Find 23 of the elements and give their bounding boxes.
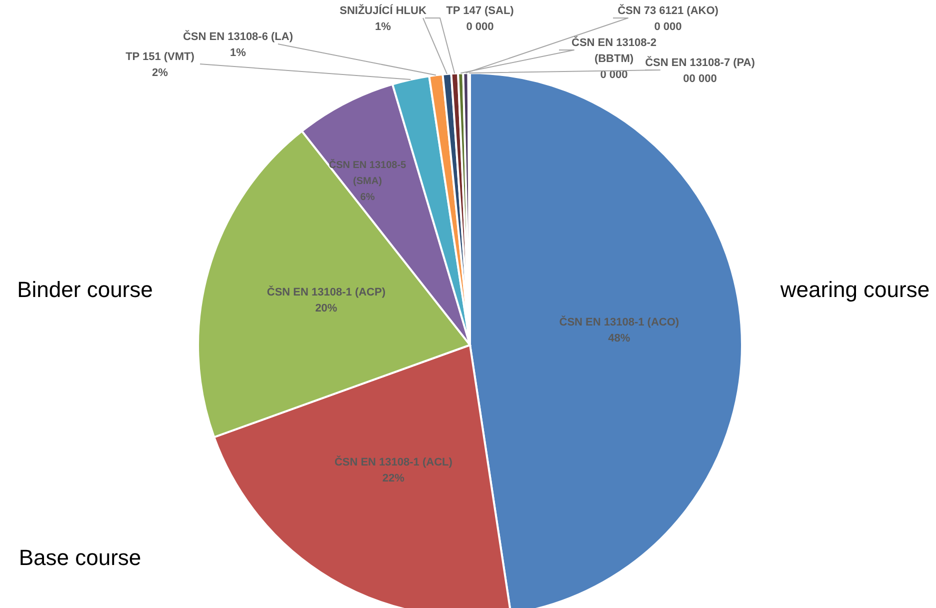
slice-label: ČSN EN 13108-1 (ACO) [559,316,680,329]
data-label: 0 000 [654,21,682,33]
data-label: 22% [382,472,405,485]
data-label: 1% [230,47,246,59]
data-label: 2% [152,67,168,79]
slice-label: ČSN EN 13108-1 (ACL) [334,456,453,469]
slice-label: ČSN 73 6121 (AKO) [618,4,719,17]
slice-label: ČSN EN 13108-7 (PA) [645,56,756,69]
slice-label: ČSN EN 13108-1 (ACP) [266,286,386,299]
data-label: 0 000 [466,21,494,33]
text: Binder course [17,277,153,302]
slice-label: TP 147 (SAL) [446,5,514,17]
slice-label: ČSN EN 13108-6 (LA) [182,30,294,43]
slice-label: ČSN EN 13108-5 (SMA) [328,158,407,187]
slice-label: SNIŽUJÍCÍ HLUK [340,4,426,17]
text: Base course [18,545,142,570]
text: wearing course [779,277,930,302]
slice-label: TP 151 (VMT) [126,51,195,63]
data-label: 20% [315,302,338,315]
data-label: 00 000 [683,73,717,85]
data-label: 6% [360,192,375,203]
data-label: 48% [608,332,630,345]
data-label: 1% [375,21,392,33]
